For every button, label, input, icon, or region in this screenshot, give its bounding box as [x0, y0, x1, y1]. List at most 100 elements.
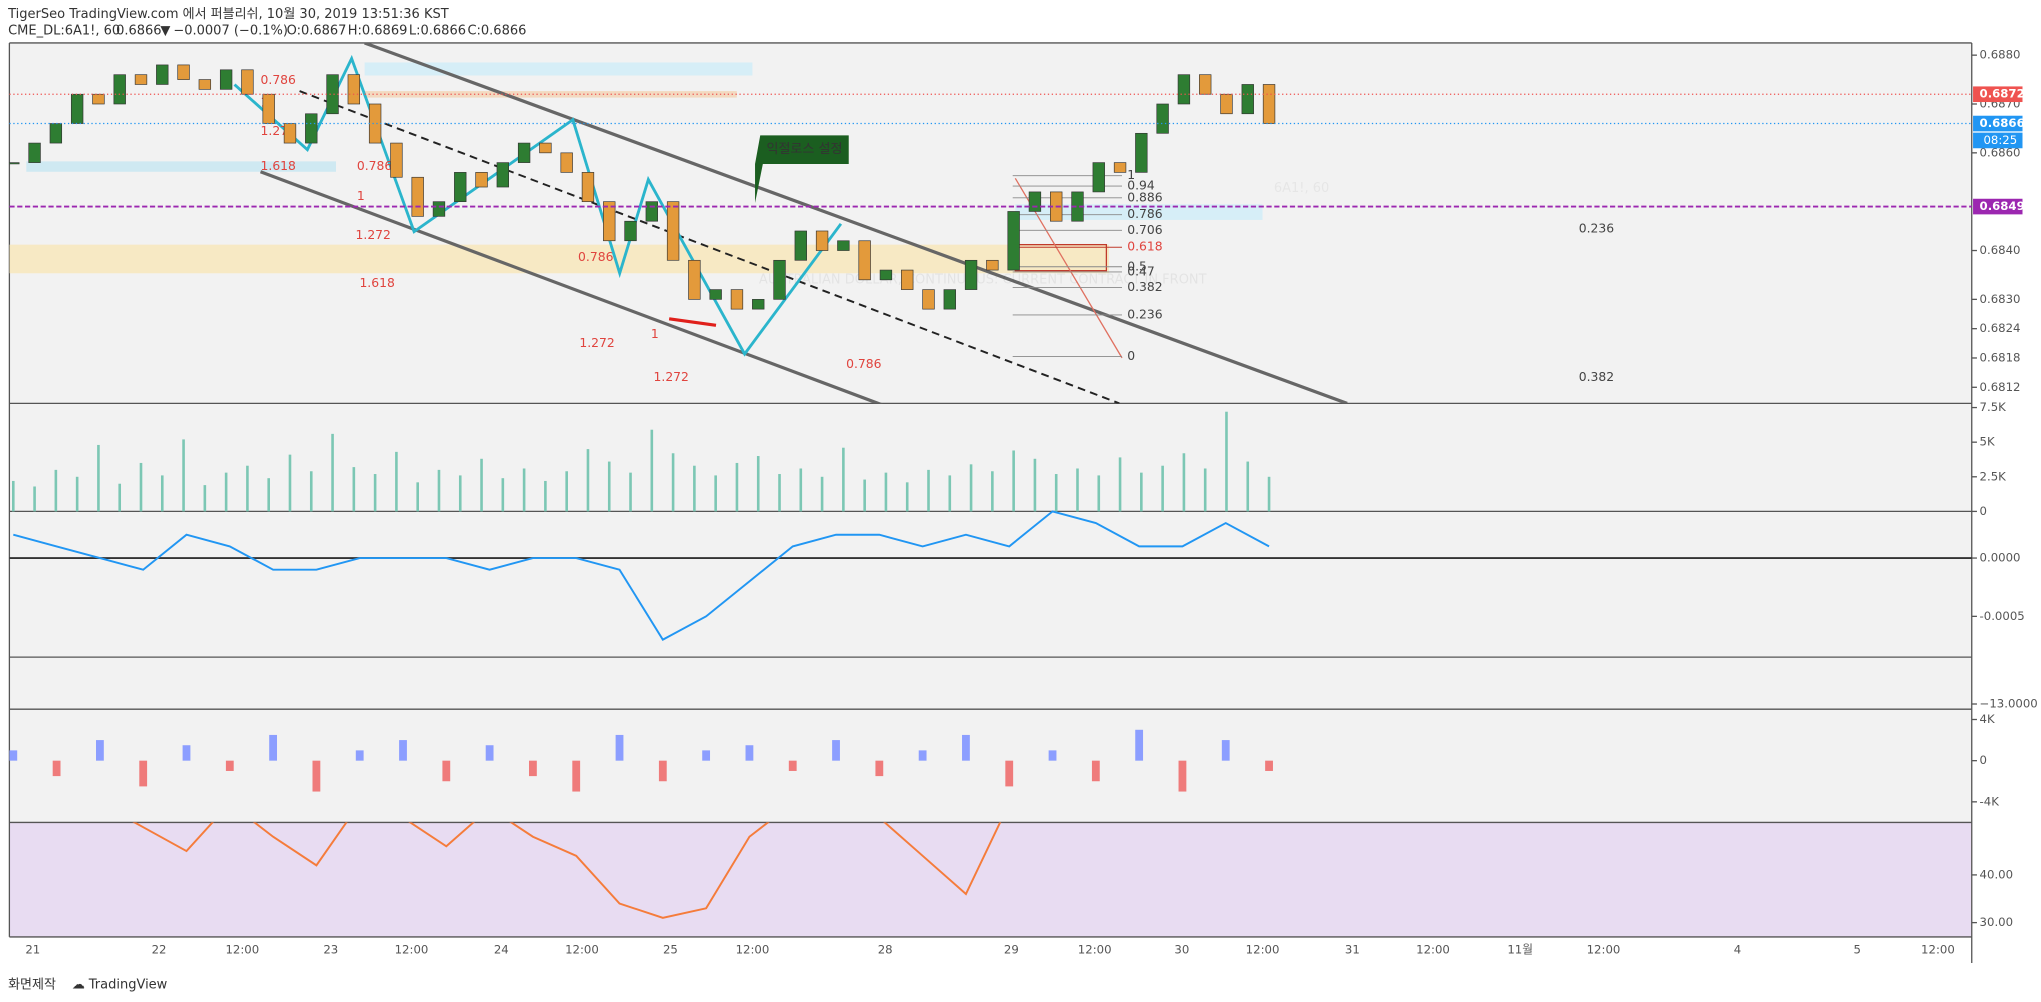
- candle: [326, 74, 339, 115]
- y-tick-label: 5K: [1980, 435, 1995, 449]
- x-tick-label: 21: [25, 942, 40, 956]
- candle: [177, 64, 190, 80]
- countdown: 08:25: [1983, 133, 2017, 147]
- price-badge: [1973, 86, 2023, 103]
- volume-bar: [458, 475, 462, 512]
- volume-bar: [1182, 453, 1186, 512]
- candle: [879, 269, 893, 281]
- volume-bar: [118, 483, 122, 512]
- x-tick-label: 12:00: [395, 942, 429, 956]
- volume-bar: [75, 476, 79, 512]
- candle: [517, 142, 531, 163]
- fib-label: 0.236: [1579, 222, 1615, 236]
- osc-bar: [399, 740, 407, 761]
- volume-bar: [97, 444, 100, 512]
- volume-bar: [1267, 476, 1271, 512]
- osc-bar: [832, 740, 840, 761]
- y-tick-label: 7.5K: [1980, 400, 2007, 414]
- volume-bar: [246, 465, 249, 512]
- x-tick-label: 12:00: [1416, 942, 1450, 956]
- x-tick-label: 4: [1734, 942, 1741, 956]
- candle: [624, 220, 637, 242]
- candle: [815, 230, 829, 251]
- fib-label: 1.618: [261, 159, 297, 173]
- candle: [539, 142, 552, 154]
- watermark-description: AUSTRALIAN DOLLAR, CONTINUOUS: CURRENT C…: [759, 272, 1207, 287]
- candle: [113, 74, 126, 105]
- volume-bar: [607, 461, 611, 512]
- plot-bg: [9, 42, 1972, 937]
- osc-bar: [962, 734, 970, 761]
- candle: [964, 259, 978, 290]
- x-tick-label: 12:00: [1587, 942, 1621, 956]
- volume-bar: [927, 469, 930, 512]
- osc-bar: [355, 750, 364, 761]
- x-tick-label: 30: [1174, 942, 1189, 956]
- osc-bar: [269, 734, 278, 761]
- y-tick-label: 4K: [1980, 712, 1995, 726]
- x-tick-label: 12:00: [736, 942, 770, 956]
- candle: [752, 299, 765, 310]
- candle: [28, 142, 41, 163]
- y-tick-label: 30.00: [1980, 915, 2014, 929]
- fib-label: 1.272: [654, 370, 689, 384]
- volume-bar: [565, 471, 568, 512]
- close: C:0.6866: [467, 24, 526, 39]
- fib-label: 0.382: [1579, 370, 1614, 384]
- volume-bar: [863, 479, 866, 512]
- candle: [922, 289, 935, 310]
- price-badge: [1973, 115, 2023, 132]
- osc-bar: [1265, 760, 1273, 771]
- volume-bar: [395, 451, 398, 512]
- volume-bar: [373, 474, 377, 512]
- y-tick-label: 2.5K: [1980, 469, 2007, 483]
- candle: [1092, 162, 1105, 193]
- candle: [283, 123, 297, 144]
- volume-bar: [501, 478, 505, 512]
- candle: [454, 172, 467, 203]
- candle: [1007, 211, 1020, 271]
- low: L:0.6866: [409, 24, 466, 39]
- candle: [368, 103, 382, 144]
- fib-label: 0.618: [1127, 240, 1163, 254]
- x-tick-label: 12:00: [565, 942, 599, 956]
- osc-bar: [745, 745, 754, 761]
- drawings: [9, 42, 1348, 404]
- volume-bar: [437, 469, 441, 512]
- fib-label: 0.5: [1127, 259, 1147, 273]
- candle: [70, 93, 84, 124]
- x-tick-label: 22: [152, 942, 167, 956]
- osc-bar: [442, 760, 451, 782]
- x-tick-label: 12:00: [225, 942, 259, 956]
- candle: [688, 259, 701, 300]
- volume-bar: [309, 471, 313, 512]
- fib-label: 1.272: [356, 228, 391, 242]
- osc-bar: [1091, 760, 1100, 782]
- osc-bar: [918, 750, 927, 761]
- osc-bar: [875, 760, 884, 777]
- volume-bar: [267, 478, 271, 512]
- y-tick-label: 0.6860: [1980, 145, 2021, 159]
- osc-bar: [615, 734, 624, 761]
- candle: [156, 64, 169, 85]
- candle: [49, 123, 63, 144]
- volume-bar: [203, 485, 207, 512]
- osc-bar: [1048, 750, 1057, 761]
- fib-label: 1.272: [579, 336, 614, 350]
- volume-bar: [139, 462, 143, 512]
- osc-bar: [1178, 760, 1187, 792]
- candle: [198, 79, 212, 90]
- candle: [773, 259, 786, 300]
- volume-bar: [799, 468, 803, 512]
- volume-bar: [735, 462, 739, 512]
- fib-label: 1: [651, 327, 659, 341]
- volume-bar: [905, 482, 909, 512]
- volume-bar: [224, 472, 228, 512]
- volume-bar: [820, 476, 824, 512]
- x-tick-label: 23: [323, 942, 338, 956]
- fib-label: 0.236: [1127, 307, 1163, 321]
- y-tick-label: -0.0005: [1980, 609, 2025, 623]
- candle: [9, 162, 20, 165]
- osc-bar: [95, 740, 104, 761]
